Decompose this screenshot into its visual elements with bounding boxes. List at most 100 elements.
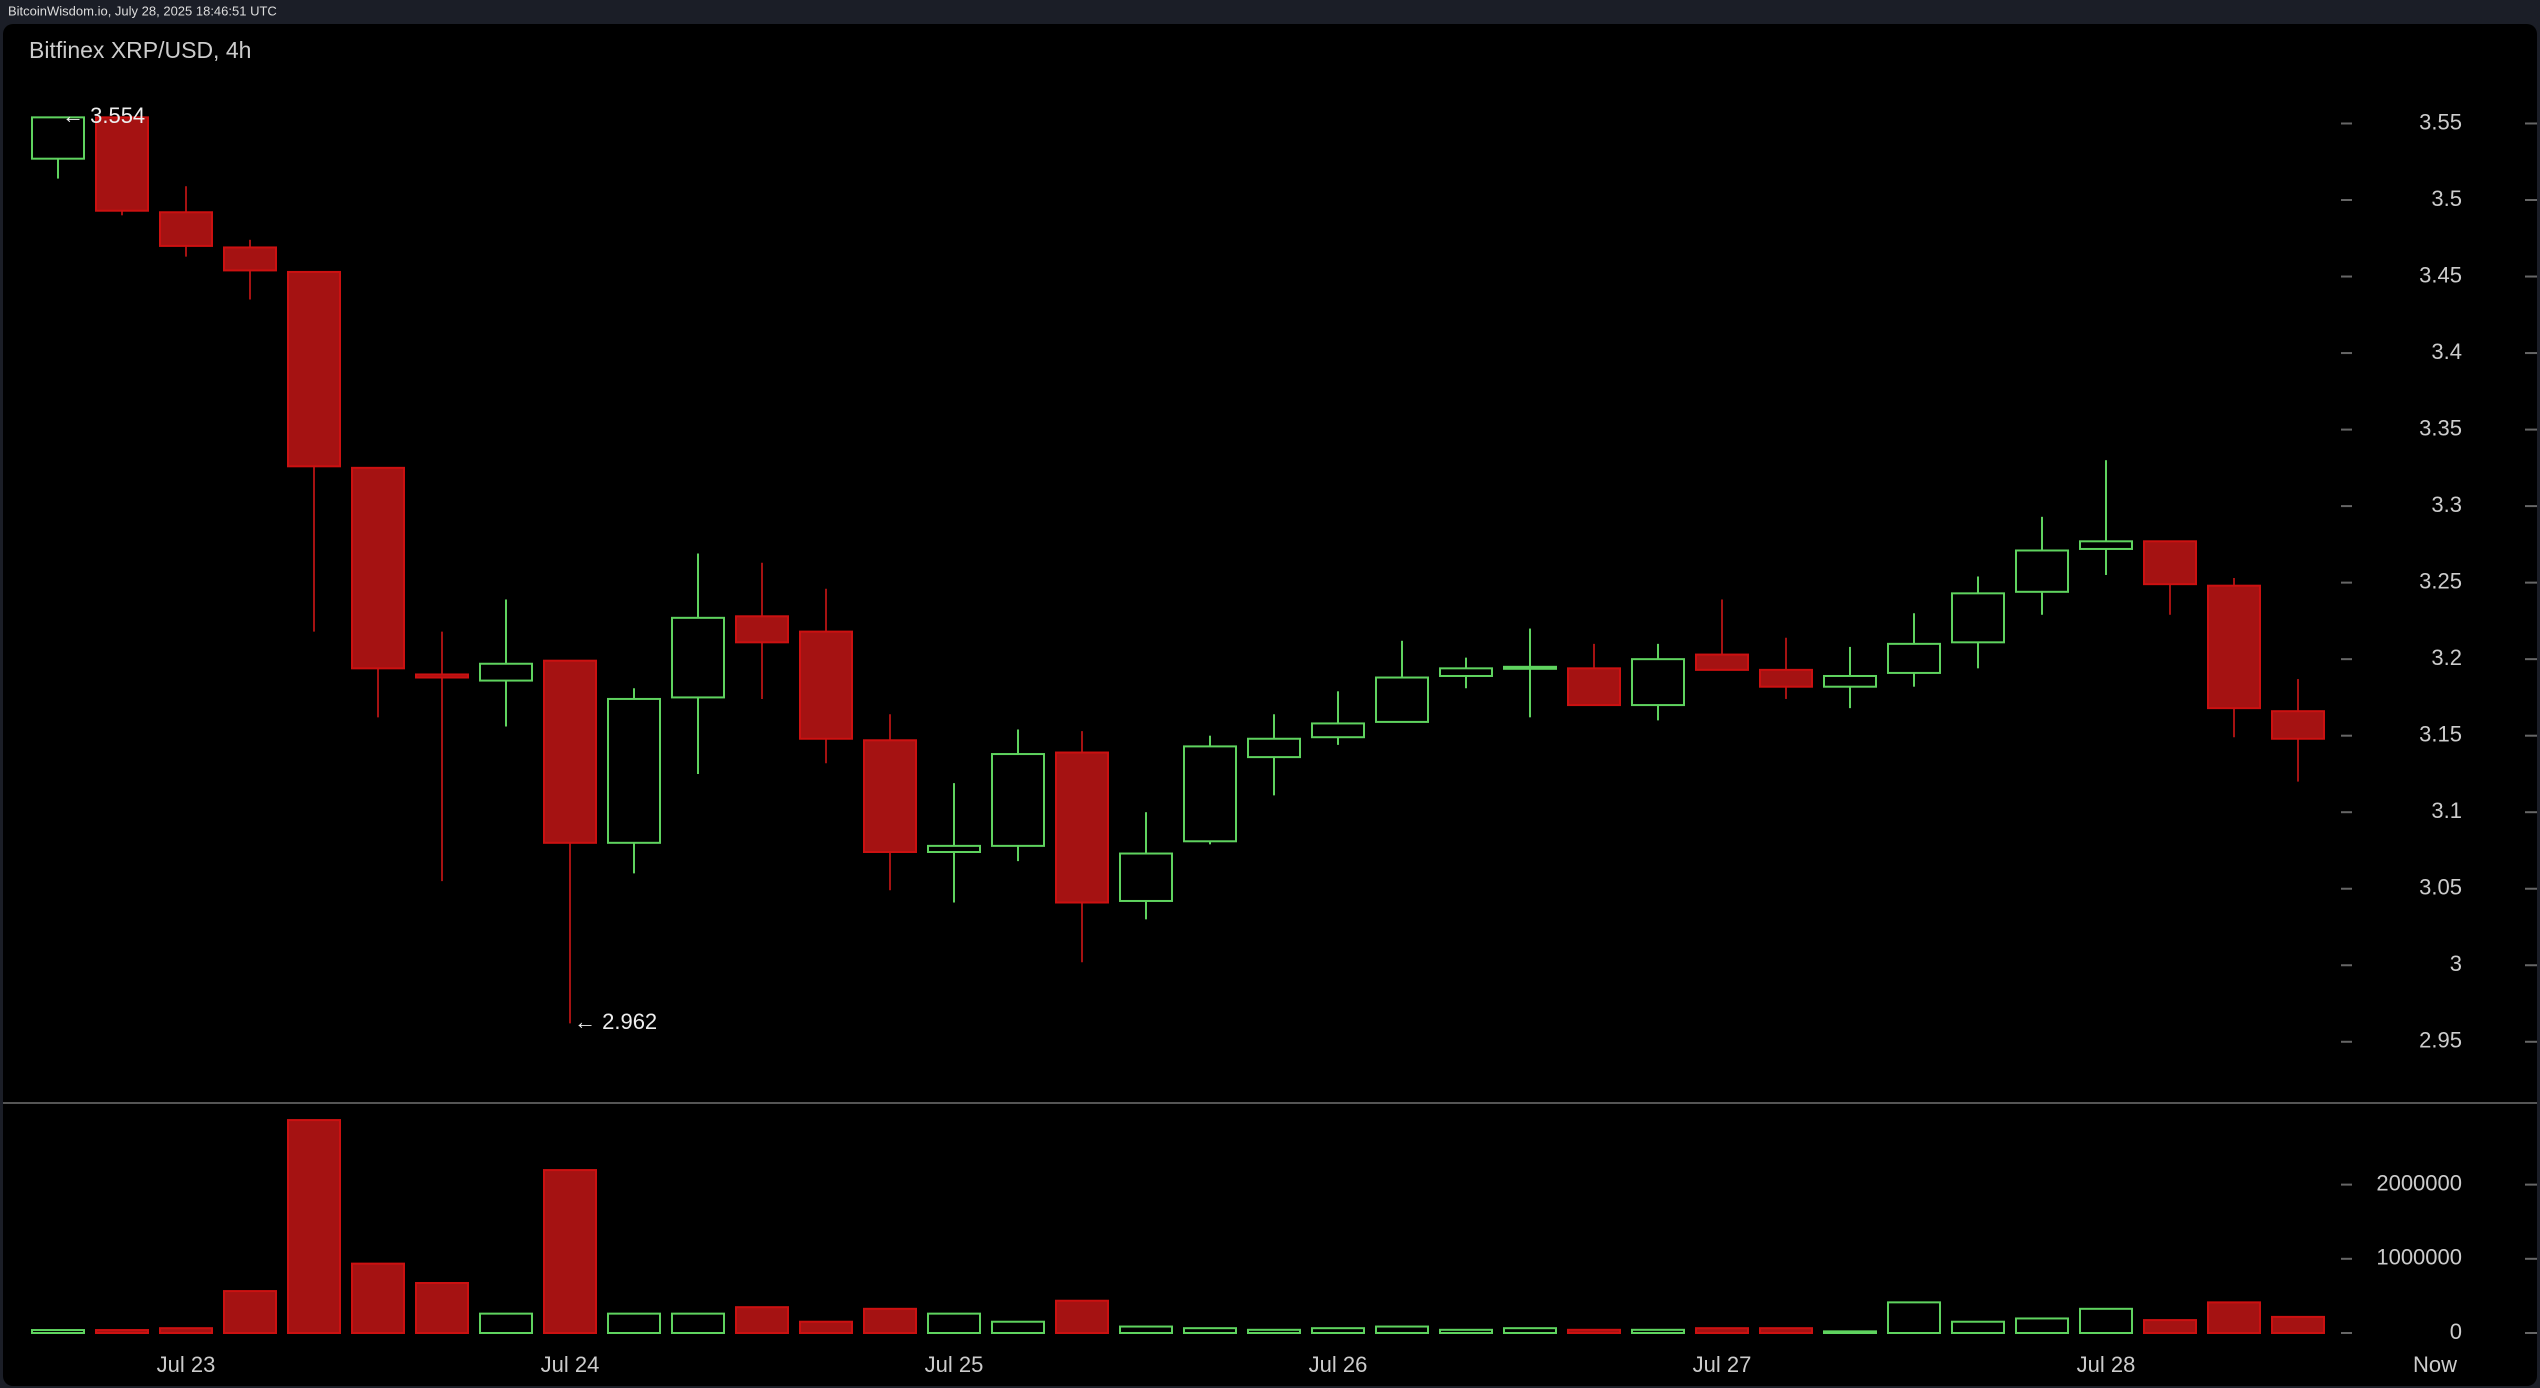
candle-body <box>1183 745 1237 843</box>
candle-body <box>31 116 85 160</box>
candle-body <box>479 662 533 682</box>
x-tick-label: Jul 25 <box>925 1352 984 1377</box>
x-tick-label: Jul 28 <box>2077 1352 2136 1377</box>
volume-bar <box>1119 1325 1173 1335</box>
header-source: BitcoinWisdom.io, July 28, 2025 18:46:51… <box>8 3 277 18</box>
volume-bar <box>415 1281 469 1334</box>
volume-bar <box>1375 1325 1429 1335</box>
volume-bar <box>351 1262 405 1334</box>
candle-body <box>991 753 1045 847</box>
volume-bar <box>799 1320 853 1334</box>
candle-body <box>1247 737 1301 759</box>
volume-bar <box>479 1312 533 1335</box>
volume-bar <box>1055 1299 1109 1335</box>
volume-bar <box>1247 1328 1301 1335</box>
volume-bar <box>31 1329 85 1334</box>
volume-bar <box>735 1306 789 1335</box>
volume-bar <box>95 1329 149 1334</box>
volume-bar <box>223 1290 277 1335</box>
candle-body <box>799 630 853 740</box>
volume-bar <box>543 1169 597 1334</box>
volume-bar <box>1183 1327 1237 1334</box>
volume-bar <box>287 1119 341 1335</box>
volume-bar <box>1823 1330 1877 1335</box>
candle-body <box>159 211 213 247</box>
candle-body <box>1055 751 1109 904</box>
volume-bar <box>1887 1301 1941 1334</box>
volume-bar <box>2015 1317 2069 1334</box>
candle-body <box>2271 710 2325 740</box>
candle-body <box>1951 592 2005 644</box>
candle-body <box>735 615 789 644</box>
volume-bar <box>927 1312 981 1335</box>
y-tick-label: 3.3 <box>2431 492 2462 517</box>
volume-bar <box>607 1312 661 1335</box>
x-tick-label: Now <box>2413 1352 2457 1377</box>
y-tick-label: 3.4 <box>2431 339 2462 364</box>
volume-bar <box>1951 1320 2005 1334</box>
candle-body <box>671 616 725 699</box>
candle-body <box>287 270 341 468</box>
x-tick-label: Jul 23 <box>157 1352 216 1377</box>
y-tick-label: 3 <box>2450 951 2462 976</box>
candle-body <box>1887 642 1941 674</box>
candle-body <box>543 659 597 844</box>
y-tick-label: 3.45 <box>2419 262 2462 287</box>
candle-body <box>2079 540 2133 550</box>
x-tick-label: Jul 26 <box>1309 1352 1368 1377</box>
volume-bar <box>1311 1327 1365 1334</box>
candle-body <box>223 246 277 272</box>
candle-body <box>1503 665 1557 670</box>
volume-bar <box>2143 1319 2197 1335</box>
volume-tick-label: 0 <box>2450 1319 2462 1344</box>
plot-background <box>3 24 2537 1386</box>
y-tick-label: 3.35 <box>2419 415 2462 440</box>
y-tick-label: 3.5 <box>2431 186 2462 211</box>
chart-title: Bitfinex XRP/USD, 4h <box>29 37 251 63</box>
volume-bar <box>2207 1301 2261 1334</box>
volume-bar <box>671 1312 725 1335</box>
candle-body <box>1311 722 1365 739</box>
y-tick-label: 3.55 <box>2419 109 2462 134</box>
y-tick-label: 3.05 <box>2419 875 2462 900</box>
candle-body <box>2015 549 2069 593</box>
candle-body <box>415 673 469 679</box>
price-annotation: ← 2.962 <box>574 1009 657 1034</box>
candle-body <box>1823 674 1877 688</box>
candle-body <box>95 116 149 212</box>
candle-body <box>1567 667 1621 707</box>
candle-body <box>1759 668 1813 688</box>
volume-bar <box>1567 1328 1621 1335</box>
x-tick-label: Jul 24 <box>541 1352 600 1377</box>
volume-bar <box>1759 1327 1813 1334</box>
candle-body <box>1439 667 1493 677</box>
volume-bar <box>1439 1328 1493 1335</box>
volume-tick-label: 2000000 <box>2376 1170 2462 1195</box>
volume-bar <box>863 1307 917 1334</box>
volume-bar <box>1631 1328 1685 1335</box>
candle-body <box>927 844 981 853</box>
candle-body <box>1631 658 1685 707</box>
y-tick-label: 3.1 <box>2431 798 2462 823</box>
y-tick-label: 3.25 <box>2419 568 2462 593</box>
volume-tick-label: 1000000 <box>2376 1245 2462 1270</box>
candle-body <box>1695 653 1749 671</box>
y-tick-label: 2.95 <box>2419 1028 2462 1053</box>
price-annotation: ← 3.554 <box>62 103 145 128</box>
candle-body <box>863 739 917 853</box>
volume-bar <box>991 1320 1045 1334</box>
volume-bar <box>1695 1327 1749 1334</box>
volume-bar <box>2079 1307 2133 1334</box>
candle-body <box>1375 676 1429 723</box>
candle-body <box>2143 540 2197 586</box>
x-tick-label: Jul 27 <box>1693 1352 1752 1377</box>
y-tick-label: 3.15 <box>2419 721 2462 746</box>
volume-bar <box>2271 1315 2325 1335</box>
candle-body <box>2207 584 2261 710</box>
volume-bar <box>1503 1327 1557 1334</box>
volume-bar <box>159 1327 213 1334</box>
candle-body <box>1119 852 1173 902</box>
y-tick-label: 3.2 <box>2431 645 2462 670</box>
